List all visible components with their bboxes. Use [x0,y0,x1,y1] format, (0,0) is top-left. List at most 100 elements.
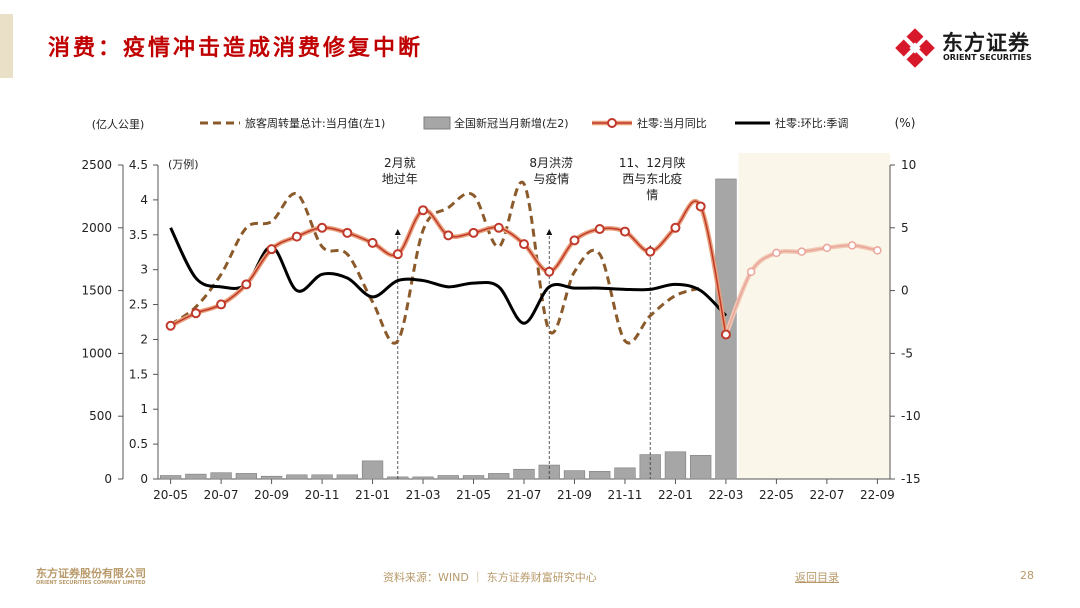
left2-tick-label: 2 [140,332,148,346]
x-tick-label: 22-05 [759,488,794,502]
retail-yoy-point [468,227,479,238]
left1-tick-label: 500 [89,409,112,423]
logo-text-en: ORIENT SECURITIES [943,53,1032,62]
company-logo: 东方证券 ORIENT SECURITIES [893,26,1053,70]
retail-yoy-point [544,266,555,277]
legend-yoy-marker [607,118,617,128]
covid-cases-bar [210,472,232,480]
left2-tick-label: 1.5 [129,367,148,381]
left2-tick-label: 4 [140,193,148,207]
retail-yoy-point [594,224,605,235]
retail-yoy-point [241,279,252,290]
retail-yoy-forecast-point [797,247,806,256]
retail-yoy-point [569,235,580,246]
back-to-contents-link[interactable]: 返回目录 [795,571,839,584]
x-tick-label: 21-01 [355,488,390,502]
legend-travel-label: 旅客周转量总计:当月值(左1) [245,116,385,130]
footer-company-name: 东方证券股份有限公司 [36,567,146,580]
annotation-text: 地过年 [382,172,418,186]
annotation-text: 与疫情 [533,171,569,186]
annotation-text: 2月就 [384,156,416,170]
x-tick-label: 21-09 [557,488,592,502]
x-tick-label: 20-05 [153,488,188,502]
page-number: 28 [1020,569,1034,582]
annotation-text: 11、12月陕 [619,155,686,170]
left1-unit-label: (亿人公里) [92,118,145,131]
annotation-text: 情 [646,188,658,202]
left2-tick-label: 3 [140,263,148,277]
footer-company-name-en: ORIENT SECURITIES COMPANY LIMITED [36,580,146,586]
retail-yoy-point [670,222,681,233]
covid-cases-bar [437,475,459,480]
x-tick-label: 21-05 [456,488,491,502]
retail-yoy-forecast-point [772,248,781,258]
covid-cases-bar [513,468,535,480]
right-tick-label: -10 [901,409,921,423]
retail-mom-line [169,227,728,325]
covid-cases-bar [664,451,687,480]
legend-yoy-label: 社零:当月同比 [637,116,707,130]
retail-yoy-point [165,320,176,331]
covid-cases-bar [235,473,257,480]
retail-yoy-forecast-point [847,241,857,250]
right-tick-label: -5 [901,346,913,360]
left1-tick-label: 2500 [81,158,112,172]
left1-tick-label: 1000 [81,346,112,360]
retail-yoy-point [619,226,630,237]
covid-cases-bar [614,467,636,480]
left1-tick-label: 2000 [81,221,112,235]
left-accent-bar [0,14,13,78]
diamond-logo-icon [895,28,935,68]
covid-cases-bar [462,475,485,480]
covid-cases-bar [286,474,308,480]
page-title: 消费：疫情冲击造成消费修复中断 [48,35,424,61]
retail-yoy-point [418,205,429,216]
covid-cases-bar [260,475,283,480]
retail-yoy-forecast-point [746,267,756,277]
covid-cases-bar [336,474,358,480]
retail-yoy-point [291,231,302,242]
annotation-arrow [546,229,553,235]
covid-cases-bar [488,473,510,480]
right-tick-label: 5 [901,221,909,235]
annotation-arrow [394,229,401,235]
left2-tick-label: 2.5 [129,298,148,312]
covid-cases-bar [311,474,333,480]
x-tick-label: 21-11 [608,488,643,502]
retail-yoy-point [392,249,403,260]
retail-yoy-line-halo [169,198,729,335]
annotation-text: 西与东北疫 [622,171,682,186]
left2-tick-label: 1 [140,402,148,416]
right-tick-label: -15 [901,472,921,486]
right-tick-label: 10 [901,158,916,172]
forecast-region [738,153,890,479]
left1-tick-label: 0 [104,472,112,486]
legend-covid-swatch [423,116,451,130]
x-tick-label: 20-11 [305,488,340,502]
covid-cases-bar [563,470,586,480]
retail-yoy-forecast-point [822,243,832,253]
covid-cases-bar [589,471,611,480]
covid-cases-bar [159,475,182,480]
x-tick-label: 21-03 [406,488,441,502]
footer-source: 资料来源：WIND ｜ 东方证券财富研究中心 [383,571,597,584]
retail-yoy-point [645,246,656,257]
covid-cases-bar [690,454,712,480]
left2-tick-label: 3.5 [129,228,148,242]
left2-unit-label: (万例) [168,157,199,171]
annotation-text: 8月洪涝 [529,156,573,170]
legend-mom-label: 社零:环比:季调 [775,116,848,130]
covid-cases-bar [412,476,434,480]
retail-yoy-point [190,308,201,319]
legend-covid-label: 全国新冠当月新增(左2) [454,116,569,130]
right-unit-label: (%) [895,116,916,130]
covid-cases-bar [361,460,384,480]
travel-turnover-line [169,180,702,345]
retail-yoy-point [443,230,454,241]
x-tick-label: 21-07 [507,488,542,502]
x-tick-label: 22-01 [658,488,693,502]
retail-yoy-point [493,222,504,233]
retail-yoy-point [720,329,731,340]
retail-yoy-forecast-point [873,246,882,255]
retail-yoy-point [695,201,706,212]
